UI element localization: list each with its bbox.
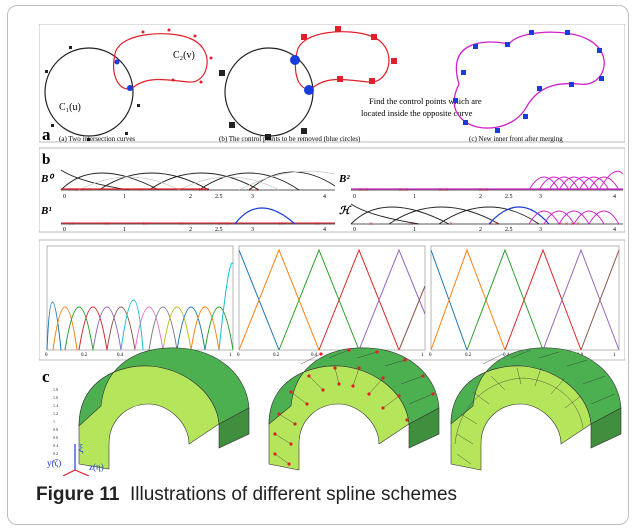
svg-text:0.2: 0.2 [465, 353, 472, 358]
svg-text:1: 1 [123, 227, 126, 233]
svg-text:2: 2 [189, 194, 192, 200]
svg-text:0.4: 0.4 [503, 353, 510, 358]
svg-text:1.6: 1.6 [53, 395, 58, 400]
svg-text:4: 4 [323, 227, 326, 233]
svg-text:×: × [449, 220, 453, 228]
svg-text:1.4: 1.4 [53, 403, 58, 408]
svg-text:2: 2 [479, 194, 482, 200]
svg-text:× ×: × × [219, 220, 229, 228]
subcaption-c: (c) New inner front after merging [469, 135, 563, 143]
svg-text:0: 0 [53, 459, 55, 464]
svg-text:×: × [139, 186, 143, 194]
svg-text:2: 2 [479, 227, 482, 233]
svg-text:1: 1 [421, 353, 424, 358]
svg-text:× ×: × × [359, 186, 369, 194]
row-label-h: ℋ [339, 205, 352, 217]
subcaption-b: (b) The control points to be removed (bl… [219, 135, 361, 143]
curve-c1 [44, 47, 134, 137]
panel-a: C₂(v) C₁(u) (a) Two intersection curves … [39, 24, 625, 144]
panel-b: b B⁰ × × × × × × × × × 0 1 2 [39, 147, 625, 233]
svg-text:0: 0 [353, 227, 356, 233]
svg-text:×: × [179, 220, 183, 228]
svg-text:0: 0 [353, 194, 356, 200]
svg-text:×: × [69, 220, 73, 228]
svg-text:3: 3 [251, 194, 254, 200]
svg-text:× × × ×: × × × × [69, 186, 90, 194]
figure-card: C₂(v) C₁(u) (a) Two intersection curves … [7, 5, 629, 525]
svg-text:1: 1 [229, 353, 232, 358]
panel-c-label: c [42, 367, 50, 386]
svg-text:3: 3 [251, 227, 254, 233]
panel-c-solids: c 1.8 1.6 1.4 1.2 1 0.8 0.6 0.4 0.2 0 ξ y(ζ) [42, 347, 622, 476]
row-label-b0: B⁰ [40, 173, 55, 185]
svg-text:0.8: 0.8 [53, 427, 58, 432]
svg-text:× ×: × × [249, 186, 259, 194]
row-label-b2: B² [338, 173, 350, 185]
svg-text:0.2: 0.2 [81, 353, 88, 358]
svg-text:× ×: × × [439, 186, 449, 194]
svg-text:2.5: 2.5 [505, 194, 513, 200]
svg-text:1.2: 1.2 [53, 411, 58, 416]
row-label-b1: B¹ [40, 205, 52, 217]
svg-text:0: 0 [429, 353, 432, 358]
svg-text:×: × [409, 220, 413, 228]
svg-text:0.6: 0.6 [53, 435, 58, 440]
svg-text:1.8: 1.8 [53, 387, 58, 392]
svg-text:2.5: 2.5 [505, 227, 513, 233]
axis-label-z: z(η) [89, 462, 104, 472]
curve-label-c1: C₁(u) [59, 102, 81, 113]
svg-text:×: × [143, 220, 147, 228]
svg-text:× ×: × × [479, 186, 489, 194]
svg-text:2.5: 2.5 [215, 227, 223, 233]
panel-c-plots: 00.2 0.40.6 0.81 00.2 0.40.6 [39, 239, 625, 361]
axis-label-xi: ξ [79, 444, 84, 455]
svg-text:4: 4 [613, 194, 616, 200]
svg-text:1: 1 [413, 194, 416, 200]
svg-text:×: × [369, 220, 373, 228]
svg-text:× × × ×: × × × × [559, 220, 580, 228]
svg-text:×: × [279, 220, 283, 228]
svg-text:4: 4 [613, 227, 616, 233]
figure-number: Figure 11 [36, 484, 120, 505]
note-line-1: Find the control points which are [369, 96, 482, 106]
subcaption-a: (a) Two intersection curves [59, 135, 135, 143]
curve-label-c2: C₂(v) [173, 50, 195, 61]
svg-text:× ×: × × [399, 186, 409, 194]
svg-text:3: 3 [539, 227, 542, 233]
svg-text:1: 1 [123, 194, 126, 200]
svg-text:×: × [105, 220, 109, 228]
svg-text:1: 1 [413, 227, 416, 233]
svg-text:0.4: 0.4 [311, 353, 318, 358]
axis-label-y: y(ζ) [47, 458, 61, 468]
panel-b-label: b [42, 152, 50, 168]
svg-text:2.5: 2.5 [215, 194, 223, 200]
svg-text:2: 2 [189, 227, 192, 233]
svg-text:0: 0 [45, 353, 48, 358]
panel-a-label: a [42, 125, 51, 144]
svg-text:0: 0 [63, 227, 66, 233]
svg-text:0.4: 0.4 [117, 353, 124, 358]
svg-text:×: × [315, 220, 319, 228]
caption-text: Illustrations of different spline scheme… [129, 484, 458, 505]
svg-text:1: 1 [613, 353, 616, 358]
figure-image: C₂(v) C₁(u) (a) Two intersection curves … [39, 24, 625, 476]
note-line-2: located inside the opposite curve [361, 108, 473, 118]
svg-text:3: 3 [539, 194, 542, 200]
svg-text:1: 1 [53, 419, 55, 424]
svg-text:0.4: 0.4 [53, 443, 58, 448]
svg-text:× ×: × × [489, 220, 499, 228]
svg-text:4: 4 [323, 194, 326, 200]
svg-text:0: 0 [237, 353, 240, 358]
svg-text:× ×: × × [199, 186, 209, 194]
svg-text:0: 0 [63, 194, 66, 200]
svg-text:0.2: 0.2 [273, 353, 280, 358]
figure-caption: Figure 11 Illustrations of different spl… [36, 484, 457, 506]
svg-text:0.2: 0.2 [53, 451, 58, 456]
